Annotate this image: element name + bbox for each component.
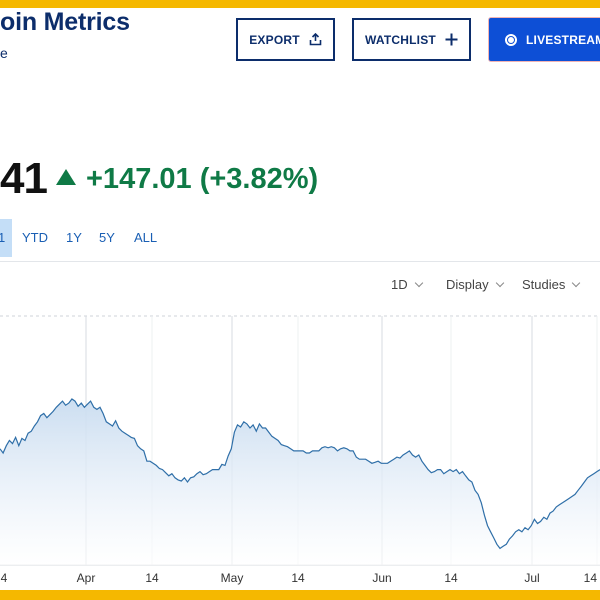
range-tabs: 1 YTD 1Y 5Y ALL	[0, 219, 600, 257]
range-tab-5y[interactable]: 5Y	[99, 230, 115, 245]
live-indicator-icon	[505, 33, 517, 46]
x-tick-label: 14	[444, 571, 458, 585]
display-dropdown[interactable]: Display	[446, 277, 504, 292]
range-tab-active[interactable]: 1	[0, 230, 6, 245]
export-icon	[309, 33, 322, 46]
export-button[interactable]: EXPORT	[236, 18, 335, 61]
livestream-button[interactable]: LIVESTREAM	[489, 18, 600, 61]
toolbar-divider	[0, 261, 600, 262]
range-tab-active-highlight	[0, 219, 12, 257]
x-tick-label: Jul	[524, 571, 539, 585]
livestream-label: LIVESTREAM	[526, 32, 600, 47]
x-tick-label: 14	[584, 571, 598, 585]
x-tick-label: 14	[291, 571, 305, 585]
interval-dropdown[interactable]: 1D	[391, 277, 423, 292]
chart-x-axis-labels: 4 Apr 14 May 14 Jun 14 Jul 14	[1, 571, 598, 585]
x-tick-label: 14	[145, 571, 159, 585]
price-chart[interactable]: 4 Apr 14 May 14 Jun 14 Jul 14	[0, 296, 600, 590]
price-change: +147.01 (+3.82%)	[86, 163, 319, 195]
studies-dropdown[interactable]: Studies	[522, 277, 581, 292]
chart-series-line	[0, 398, 600, 550]
page-subtitle: e	[0, 45, 8, 61]
display-label: Display	[446, 277, 489, 292]
x-tick-label: May	[221, 571, 244, 585]
export-label: EXPORT	[249, 32, 300, 47]
chevron-down-icon	[572, 278, 581, 288]
change-up-arrow-icon	[56, 169, 76, 185]
plus-icon	[445, 33, 458, 46]
x-tick-label: Jun	[372, 571, 391, 585]
range-tab-1y[interactable]: 1Y	[66, 230, 82, 245]
bottom-accent-bar	[0, 590, 600, 600]
range-tab-ytd[interactable]: YTD	[22, 230, 48, 245]
watchlist-button[interactable]: WATCHLIST	[352, 18, 471, 61]
x-tick-label: Apr	[77, 571, 96, 585]
chevron-down-icon	[414, 278, 423, 288]
current-price: 41	[0, 154, 48, 203]
x-tick-label: 4	[1, 571, 8, 585]
watchlist-label: WATCHLIST	[365, 32, 436, 47]
chart-area-fill	[0, 399, 600, 565]
top-accent-bar	[0, 0, 600, 8]
chevron-down-icon	[495, 278, 504, 288]
studies-label: Studies	[522, 277, 566, 292]
interval-label: 1D	[391, 277, 408, 292]
range-tab-all[interactable]: ALL	[134, 230, 158, 245]
page-title: oin Metrics	[0, 8, 130, 36]
